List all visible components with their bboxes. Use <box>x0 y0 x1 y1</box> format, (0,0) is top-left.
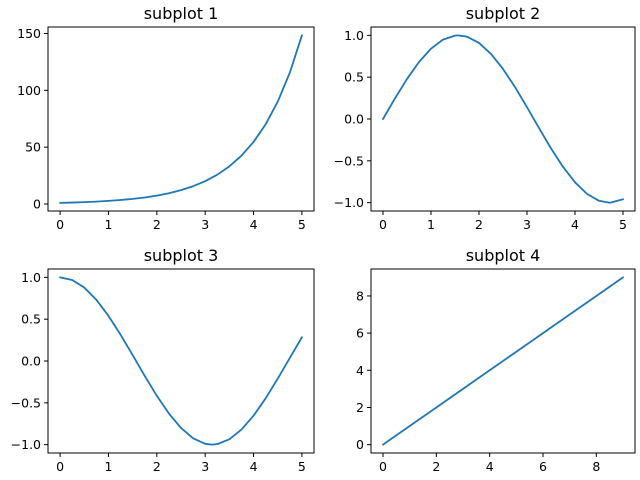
axes-frame <box>370 268 636 454</box>
subplot-title: subplot 1 <box>144 4 219 23</box>
x-tick-label: 5 <box>619 217 627 232</box>
y-tick-label: 0.5 <box>21 312 41 327</box>
series-line <box>59 276 303 446</box>
series-line <box>59 34 303 204</box>
y-tick-label: 2 <box>356 400 364 415</box>
x-tick-label: 5 <box>298 217 306 232</box>
x-tick-label: 1 <box>104 459 112 474</box>
x-tick-label: 4 <box>250 217 258 232</box>
x-tick-label: 0 <box>56 217 64 232</box>
x-tick-label: 2 <box>432 459 440 474</box>
x-tick-label: 4 <box>250 459 258 474</box>
y-tick-label: −0.5 <box>334 153 364 168</box>
axes-frame <box>47 26 315 212</box>
x-tick-label: 5 <box>298 459 306 474</box>
subplot-2: subplot 2 0 1 2 3 4 5 −1.0 −0.5 0.0 0.5 1.0 <box>334 4 636 232</box>
subplot-title: subplot 4 <box>466 246 541 265</box>
y-tick-label: −1.0 <box>11 437 41 452</box>
y-tick-label: 50 <box>25 140 41 155</box>
x-tick-label: 6 <box>539 459 547 474</box>
x-tick-label: 2 <box>475 217 483 232</box>
x-tick-label: 1 <box>104 217 112 232</box>
subplot-3: subplot 3 0 1 2 3 4 5 −1.0 −0.5 0.0 0.5 1.0 <box>11 246 315 474</box>
x-tick-label: 1 <box>427 217 435 232</box>
subplot-title: subplot 2 <box>466 4 541 23</box>
x-tick-label: 4 <box>571 217 579 232</box>
y-tick-label: −0.5 <box>11 395 41 410</box>
y-tick-label: 6 <box>356 326 364 341</box>
x-tick-label: 2 <box>153 217 161 232</box>
y-tick-label: 8 <box>356 288 364 303</box>
x-tick-label: 8 <box>592 459 600 474</box>
y-tick-label: 0 <box>356 437 364 452</box>
y-tick-label: 0.0 <box>344 112 364 127</box>
y-tick-label: 0 <box>33 196 41 211</box>
series-line <box>382 34 624 204</box>
x-tick-label: 2 <box>153 459 161 474</box>
x-tick-label: 3 <box>201 459 209 474</box>
y-tick-label: 150 <box>17 26 41 41</box>
y-tick-label: 0.0 <box>21 354 41 369</box>
y-tick-label: 4 <box>356 363 364 378</box>
y-tick-label: 0.5 <box>344 70 364 85</box>
y-tick-label: 1.0 <box>344 28 364 43</box>
series-line <box>382 276 624 446</box>
x-tick-label: 0 <box>379 217 387 232</box>
x-tick-label: 0 <box>56 459 64 474</box>
subplot-title: subplot 3 <box>144 246 219 265</box>
subplot-4: subplot 4 0 2 4 6 8 0 2 4 6 8 <box>356 246 636 474</box>
x-tick-label: 4 <box>486 459 494 474</box>
x-tick-label: 3 <box>523 217 531 232</box>
y-tick-label: −1.0 <box>334 195 364 210</box>
x-tick-label: 3 <box>201 217 209 232</box>
y-tick-label: 100 <box>17 83 41 98</box>
x-tick-label: 0 <box>379 459 387 474</box>
y-tick-label: 1.0 <box>21 270 41 285</box>
